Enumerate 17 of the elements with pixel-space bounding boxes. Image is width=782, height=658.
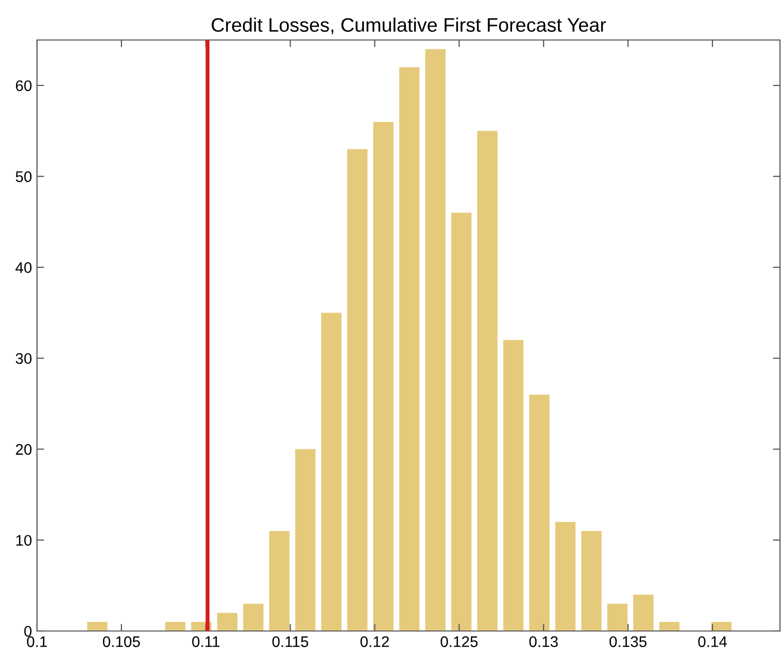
y-tick-label: 60 (16, 80, 32, 92)
y-tick-label: 0 (24, 626, 32, 637)
x-tick-label: 0.115 (272, 636, 308, 648)
y-tick-label: 50 (16, 171, 32, 182)
y-tick-label: 10 (16, 534, 32, 546)
x-tick-label: 0.12 (360, 636, 389, 648)
x-tick-label: 0.1 (26, 636, 47, 648)
y-tick-label: 40 (16, 262, 32, 273)
x-tick-label: 0.11 (192, 636, 220, 648)
x-tick-label: 0.14 (698, 636, 727, 648)
y-tick-label: 20 (16, 444, 32, 455)
x-tick-label: 0.105 (102, 636, 140, 648)
x-tick-label: 0.125 (440, 636, 478, 648)
x-tick-label: 0.13 (529, 636, 558, 648)
y-tick-label: 30 (16, 353, 32, 364)
chart-title: Credit Losses, Cumulative First Forecast Year (212, 18, 606, 34)
x-tick-label: 0.135 (610, 636, 646, 648)
